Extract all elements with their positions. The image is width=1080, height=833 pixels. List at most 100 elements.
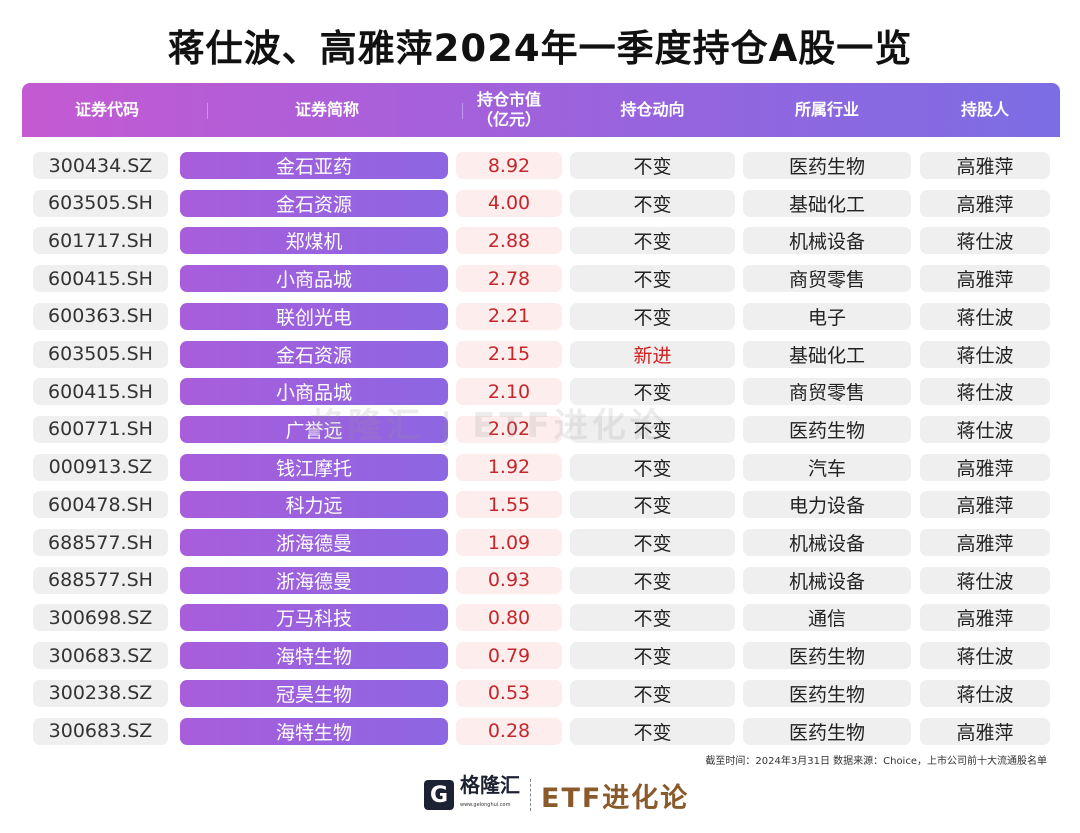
table-row: 300683.SZ 海特生物 0.28 不变 医药生物 高雅萍 <box>0 717 1080 745</box>
table-row: 000913.SZ 钱江摩托 1.92 不变 汽车 高雅萍 <box>0 453 1080 481</box>
cell-industry: 电力设备 <box>743 491 911 519</box>
table-row: 300238.SZ 冠昊生物 0.53 不变 医药生物 蒋仕波 <box>0 679 1080 707</box>
cell-trend: 不变 <box>570 491 735 519</box>
table-row: 300698.SZ 万马科技 0.80 不变 通信 高雅萍 <box>0 604 1080 632</box>
cell-holder: 高雅萍 <box>920 491 1050 519</box>
cell-value: 8.92 <box>456 152 562 179</box>
divider <box>530 779 531 811</box>
cell-name: 郑煤机 <box>180 227 448 255</box>
header-code: 证券代码 <box>74 100 139 119</box>
logo-text: 格隆汇 www.gelonghui.com <box>460 775 520 815</box>
page-title: 蒋仕波、高雅萍2024年一季度持仓A股一览 <box>167 27 913 70</box>
cell-trend: 不变 <box>570 302 735 330</box>
cell-value: 2.88 <box>456 227 562 255</box>
logo-name: 格隆汇 <box>460 773 520 797</box>
cell-industry: 基础化工 <box>743 340 911 368</box>
cell-industry: 医药生物 <box>743 717 911 745</box>
cell-name: 小商品城 <box>180 378 448 406</box>
cell-name: 科力远 <box>180 491 448 519</box>
table-row: 603505.SH 金石资源 2.15 新进 基础化工 蒋仕波 <box>0 340 1080 368</box>
header-value-l2: （亿元） <box>476 110 541 129</box>
cell-code: 688577.SH <box>33 566 168 594</box>
cell-holder: 高雅萍 <box>920 152 1050 179</box>
cell-value: 2.02 <box>456 415 562 443</box>
cell-holder: 高雅萍 <box>920 265 1050 293</box>
cell-code: 600363.SH <box>33 302 168 330</box>
watermark: 格隆汇 | ETF进化论 <box>310 406 668 446</box>
cell-name: 万马科技 <box>180 604 448 632</box>
cell-trend: 不变 <box>570 265 735 293</box>
cell-value: 2.21 <box>456 302 562 330</box>
cell-holder: 蒋仕波 <box>920 227 1050 255</box>
cell-trend: 不变 <box>570 453 735 481</box>
header-value-l1: 持仓市值 <box>476 90 541 109</box>
cell-name: 金石亚药 <box>180 152 448 179</box>
table-row: 600771.SH 广誉远 2.02 不变 医药生物 蒋仕波 <box>0 415 1080 443</box>
cell-code: 300683.SZ <box>33 642 168 670</box>
cell-trend: 不变 <box>570 378 735 406</box>
table-row: 300683.SZ 海特生物 0.79 不变 医药生物 蒋仕波 <box>0 642 1080 670</box>
cell-trend: 不变 <box>570 566 735 594</box>
cell-industry: 商贸零售 <box>743 378 911 406</box>
source-note: 截至时间：2024年3月31日 数据来源：Choice，上市公司前十大流通股名单 <box>705 756 1047 767</box>
table-row: 688577.SH 浙海德曼 0.93 不变 机械设备 蒋仕波 <box>0 566 1080 594</box>
cell-code: 600478.SH <box>33 491 168 519</box>
cell-trend: 不变 <box>570 642 735 670</box>
cell-industry: 电子 <box>743 302 911 330</box>
cell-code: 300238.SZ <box>33 679 168 707</box>
cell-trend: 不变 <box>570 529 735 556</box>
cell-trend: 不变 <box>570 227 735 255</box>
table-row: 688577.SH 浙海德曼 1.09 不变 机械设备 高雅萍 <box>0 529 1080 556</box>
table-row: 600415.SH 小商品城 2.10 不变 商贸零售 蒋仕波 <box>0 378 1080 406</box>
cell-value: 0.28 <box>456 717 562 745</box>
cell-holder: 高雅萍 <box>920 189 1050 217</box>
cell-trend: 不变 <box>570 604 735 632</box>
cell-name: 广誉远 <box>180 415 448 443</box>
cell-code: 688577.SH <box>33 529 168 556</box>
cell-holder: 蒋仕波 <box>920 302 1050 330</box>
cell-value: 2.15 <box>456 340 562 368</box>
divider <box>207 103 208 119</box>
cell-industry: 机械设备 <box>743 566 911 594</box>
cell-industry: 通信 <box>743 604 911 632</box>
cell-holder: 蒋仕波 <box>920 566 1050 594</box>
cell-holder: 蒋仕波 <box>920 340 1050 368</box>
cell-name: 小商品城 <box>180 265 448 293</box>
cell-holder: 蒋仕波 <box>920 679 1050 707</box>
table-row: 600363.SH 联创光电 2.21 不变 电子 蒋仕波 <box>0 302 1080 330</box>
cell-value: 0.93 <box>456 566 562 594</box>
cell-code: 601717.SH <box>33 227 168 255</box>
cell-name: 浙海德曼 <box>180 566 448 594</box>
cell-industry: 医药生物 <box>743 642 911 670</box>
cell-industry: 医药生物 <box>743 415 911 443</box>
cell-trend: 不变 <box>570 152 735 179</box>
cell-holder: 高雅萍 <box>920 717 1050 745</box>
cell-code: 603505.SH <box>33 189 168 217</box>
header-trend: 持仓动向 <box>620 100 685 119</box>
table-row: 300434.SZ 金石亚药 8.92 不变 医药生物 高雅萍 <box>0 152 1080 179</box>
cell-trend: 不变 <box>570 415 735 443</box>
cell-trend: 不变 <box>570 717 735 745</box>
cell-value: 2.78 <box>456 265 562 293</box>
cell-trend: 不变 <box>570 679 735 707</box>
cell-name: 联创光电 <box>180 302 448 330</box>
cell-industry: 机械设备 <box>743 529 911 556</box>
table-header: 证券代码 证券简称 持仓市值 （亿元） 持仓动向 所属行业 持股人 <box>22 83 1060 137</box>
cell-holder: 蒋仕波 <box>920 378 1050 406</box>
cell-value: 1.09 <box>456 529 562 556</box>
brand-name: ETF进化论 <box>541 782 690 814</box>
cell-holder: 蒋仕波 <box>920 642 1050 670</box>
cell-value: 1.55 <box>456 491 562 519</box>
cell-code: 300434.SZ <box>33 152 168 179</box>
cell-code: 600771.SH <box>33 415 168 443</box>
header-value: 持仓市值 （亿元） <box>456 83 562 137</box>
cell-holder: 蒋仕波 <box>920 415 1050 443</box>
cell-value: 1.92 <box>456 453 562 481</box>
footer-logo: G 格隆汇 www.gelonghui.com ETF进化论 <box>424 775 689 815</box>
cell-industry: 医药生物 <box>743 679 911 707</box>
divider <box>462 103 463 119</box>
cell-name: 冠昊生物 <box>180 679 448 707</box>
cell-value: 2.10 <box>456 378 562 406</box>
cell-value: 0.79 <box>456 642 562 670</box>
cell-name: 金石资源 <box>180 340 448 368</box>
